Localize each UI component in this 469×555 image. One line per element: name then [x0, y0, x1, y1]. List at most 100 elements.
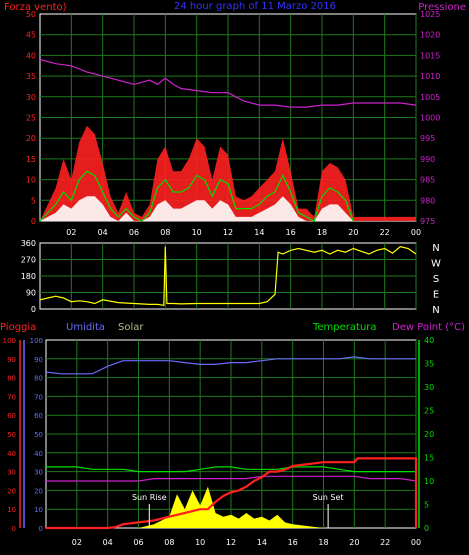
x-tick-label: 10 — [195, 538, 205, 547]
annotation-label: Sun Set — [313, 493, 344, 502]
y-tick-label-rain: 40 — [7, 450, 16, 458]
y-tick-label-humidity: 0 — [39, 525, 43, 533]
x-tick-label: 22 — [380, 538, 390, 547]
compass-label: N — [432, 305, 439, 316]
y-tick-label-rain: 30 — [7, 469, 16, 477]
x-tick-label: 16 — [288, 538, 298, 547]
y-tick-label-temperature: 15 — [424, 454, 434, 463]
legend-dewpoint: Dew Point (°C) — [392, 322, 465, 333]
y-tick-label-rain: 10 — [7, 506, 16, 514]
y-tick-label-rain: 60 — [7, 412, 16, 420]
x-tick-label: 06 — [129, 228, 139, 237]
wind-speed-line — [39, 170, 354, 222]
x-tick-label: 08 — [164, 538, 174, 547]
y-tick-label-temperature: 25 — [424, 407, 434, 416]
x-tick-label: 04 — [98, 228, 108, 237]
x-tick-label: 10 — [192, 228, 202, 237]
y-tick-label-temperature: 40 — [424, 336, 434, 345]
x-tick-label: 18 — [317, 228, 327, 237]
rain-line — [46, 457, 418, 530]
y-tick-label-temperature: 20 — [424, 430, 434, 439]
y-tick-label-humidity: 80 — [34, 375, 43, 383]
y-tick-label-rain: 70 — [7, 393, 16, 401]
legend-humidity: Umidita — [66, 322, 105, 333]
y-tick-label-humidity: 100 — [30, 337, 43, 345]
solar-area — [138, 486, 324, 528]
compass-label: S — [433, 274, 439, 285]
x-tick-label: 02 — [66, 228, 76, 237]
y-tick-label-right: 980 — [420, 196, 435, 205]
legend-rain: Pioggia — [0, 322, 36, 333]
wind-direction-line — [39, 246, 417, 306]
y-tick-label-right: 1005 — [420, 93, 440, 102]
y-tick-label-humidity: 90 — [34, 356, 43, 364]
x-tick-label: 12 — [226, 538, 236, 547]
y-tick-label-right: 990 — [420, 155, 435, 164]
y-tick-label-humidity: 30 — [34, 469, 43, 477]
compass-label: N — [432, 243, 439, 254]
y-tick-label-humidity: 10 — [34, 506, 43, 514]
y-tick-label-rain: 80 — [7, 375, 16, 383]
x-tick-label: 12 — [223, 228, 233, 237]
x-tick-label: 16 — [286, 228, 296, 237]
y-tick-label-humidity: 60 — [34, 412, 43, 420]
left-axis-label-wind: Forza vento) — [4, 2, 67, 13]
y-tick-label-left: 45 — [26, 31, 36, 40]
x-tick-label: 18 — [318, 538, 328, 547]
y-tick-label-humidity: 40 — [34, 450, 43, 458]
x-tick-label: 02 — [72, 538, 82, 547]
y-tick-label-rain: 50 — [7, 431, 16, 439]
wind-pressure-panel: 0510152025303540455097598098599099510001… — [26, 10, 441, 237]
x-tick-label: 20 — [349, 538, 359, 547]
y-tick-label-right: 1025 — [420, 10, 440, 19]
y-tick-label-left: 0 — [31, 217, 36, 226]
y-tick-label-left: 35 — [26, 72, 36, 81]
temperature-line — [46, 466, 416, 473]
y-tick-label-temperature: 0 — [424, 524, 429, 533]
y-tick-label-left: 50 — [26, 10, 36, 19]
y-tick-label: 360 — [21, 239, 36, 248]
annotation-label: Sun Rise — [132, 493, 167, 502]
y-tick-label-humidity: 20 — [34, 487, 43, 495]
x-tick-label: 20 — [348, 228, 358, 237]
y-tick-label-right: 1010 — [420, 72, 440, 81]
y-tick-label-rain: 20 — [7, 487, 16, 495]
chart-title: 24 hour graph of 11 Marzo 2016 — [174, 1, 336, 12]
y-tick-label-right: 995 — [420, 134, 435, 143]
y-tick-label: 0 — [31, 305, 36, 314]
compass-label: E — [433, 290, 439, 301]
y-tick-label: 90 — [26, 289, 36, 298]
x-tick-label: 14 — [257, 538, 267, 547]
y-tick-label-left: 40 — [26, 51, 36, 60]
y-tick-label-humidity: 70 — [34, 393, 43, 401]
compass-label: W — [431, 259, 441, 270]
x-tick-label: 06 — [133, 538, 143, 547]
y-tick-label-temperature: 30 — [424, 383, 434, 392]
average-wind-area — [40, 196, 354, 221]
y-tick-label-temperature: 10 — [424, 477, 434, 486]
y-tick-label: 270 — [21, 256, 36, 265]
y-tick-label-left: 5 — [31, 196, 36, 205]
y-tick-label: 180 — [21, 272, 36, 281]
x-tick-label: 08 — [160, 228, 170, 237]
y-tick-label-left: 15 — [26, 155, 36, 164]
y-tick-label-right: 1020 — [420, 31, 440, 40]
y-tick-label-rain: 90 — [7, 356, 16, 364]
y-tick-label-right: 985 — [420, 176, 435, 185]
right-axis-label-pressure: Pressione — [418, 2, 466, 13]
humidity-line — [45, 356, 416, 375]
y-tick-label-temperature: 35 — [424, 360, 434, 369]
y-tick-label-rain: 100 — [3, 337, 16, 345]
x-tick-label: 00 — [411, 228, 421, 237]
y-tick-label-rain: 0 — [12, 525, 16, 533]
pressure-line — [39, 58, 417, 108]
x-tick-label: 14 — [254, 228, 264, 237]
x-tick-label: 04 — [103, 538, 113, 547]
dewpoint-line — [46, 475, 417, 482]
y-tick-label-left: 10 — [26, 176, 36, 185]
y-tick-label-left: 20 — [26, 134, 36, 143]
y-tick-label-right: 1015 — [420, 51, 440, 60]
x-tick-label: 00 — [411, 538, 421, 547]
